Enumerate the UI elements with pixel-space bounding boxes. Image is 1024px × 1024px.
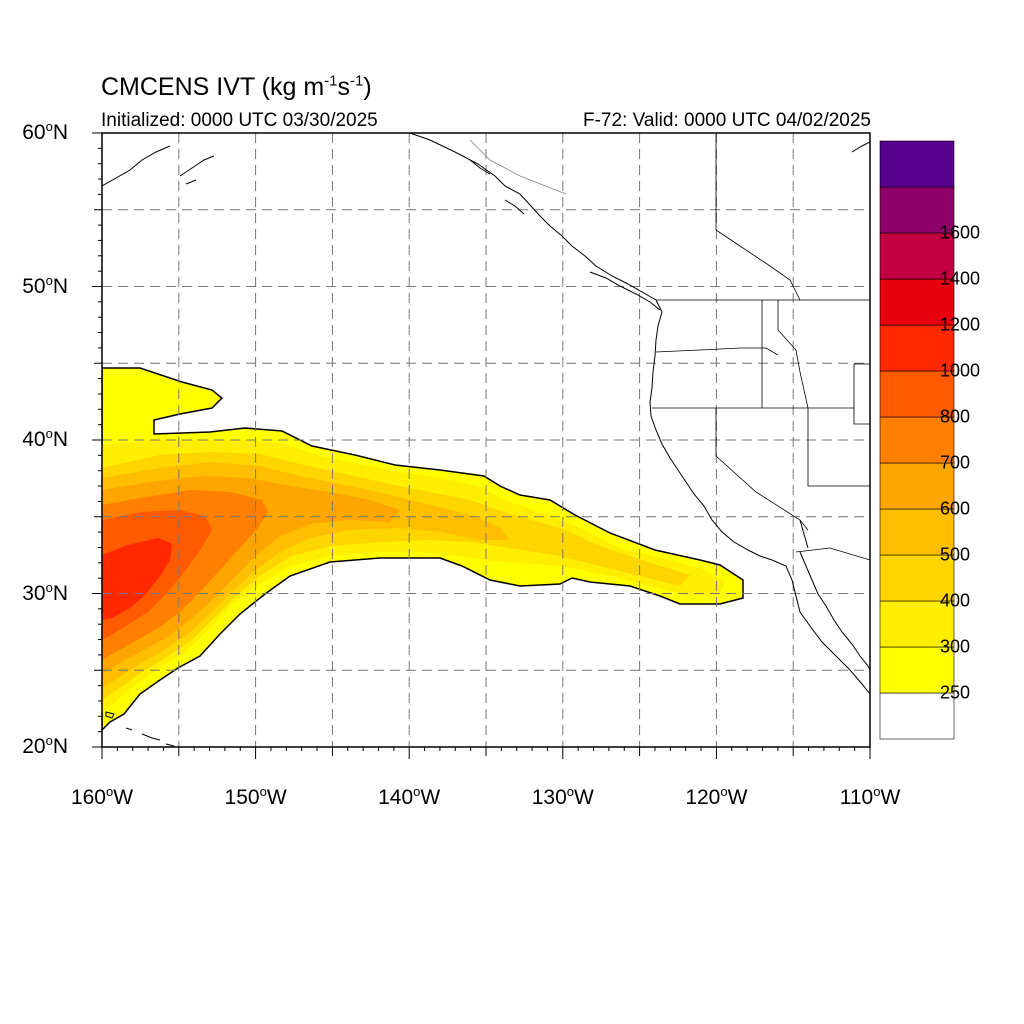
degree-symbol: o (45, 272, 53, 288)
graticule (102, 133, 870, 747)
degree-symbol: o (259, 784, 267, 799)
border-canada-us (656, 133, 870, 301)
lon-label-hemisphere: W (113, 786, 134, 809)
lat-label-value: 50 (22, 274, 46, 298)
colorbar-label: 250 (940, 682, 971, 703)
initialized-time: Initialized: 0000 UTC 03/30/2025 (101, 110, 378, 131)
border-id (761, 300, 809, 409)
lon-label-value: 120 (685, 786, 721, 809)
axis-ticks (92, 132, 871, 759)
lon-label-hemisphere: W (880, 786, 901, 809)
colorbar-label: 1400 (940, 268, 981, 289)
degree-symbol: o (720, 784, 728, 799)
border-ak-canada (715, 229, 801, 301)
valid-time: F-72: Valid: 0000 UTC 04/02/2025 (583, 110, 871, 131)
coastline-baja (799, 551, 870, 671)
colorbar-label: 800 (940, 406, 971, 427)
lon-label-value: 150 (224, 786, 260, 809)
colorbar-swatch (879, 278, 955, 326)
colorbar-swatch (879, 324, 955, 372)
coastline-bc-islands (469, 159, 661, 311)
coastline-hawaii (105, 711, 175, 747)
lon-label-hemisphere: W (574, 786, 594, 809)
colorbar-label: 1200 (940, 314, 981, 335)
degree-symbol: o (45, 733, 53, 748)
border-us-mexico (795, 547, 870, 561)
coastline-hudson (851, 141, 870, 153)
coastline-west-coast (409, 133, 870, 695)
colorbar-swatch (879, 692, 955, 740)
degree-symbol: o (105, 784, 114, 799)
lon-label-value: 110 (839, 786, 874, 809)
lon-label: 130oW (513, 784, 613, 810)
lat-label-hemisphere: N (52, 428, 68, 451)
colorbar-swatch (879, 508, 955, 556)
lon-label-value: 160 (70, 786, 106, 809)
colorbar (879, 140, 955, 740)
border-ca-nv (715, 408, 809, 531)
colorbar-swatch (879, 554, 955, 602)
degree-symbol: o (45, 579, 53, 595)
colorbar-label: 600 (940, 498, 971, 519)
colorbar-label: 700 (940, 452, 971, 473)
border-nv-ut (807, 408, 870, 487)
lat-label: 30oN (12, 579, 68, 606)
lon-label: 110oW (820, 784, 920, 810)
lat-label-hemisphere: N (52, 121, 68, 144)
lat-label-hemisphere: N (52, 274, 68, 298)
border-wa-or (655, 347, 779, 356)
degree-symbol: o (873, 784, 881, 799)
colorbar-label: 1600 (940, 222, 981, 243)
lat-label: 50oN (12, 272, 68, 299)
lat-label: 40oN (12, 426, 68, 452)
lon-label: 160oW (52, 784, 152, 810)
lat-label: 20oN (12, 733, 68, 759)
colorbar-swatch (879, 186, 955, 234)
colorbar-swatch (879, 600, 955, 648)
colorbar-label: 400 (940, 590, 971, 611)
border-alaska-bc (469, 139, 567, 195)
lon-label: 150oW (206, 784, 306, 810)
degree-symbol: o (45, 426, 53, 441)
ivt-contour-1000 (102, 538, 172, 620)
degree-symbol: o (413, 784, 421, 799)
colorbar-label: 300 (940, 636, 971, 657)
border-ut-wy (853, 363, 870, 425)
political-borders (469, 133, 870, 561)
colorbar-label: 500 (940, 544, 971, 565)
coastlines (102, 133, 870, 747)
lat-label-value: 40 (22, 428, 46, 451)
lon-label-hemisphere: W (266, 786, 287, 809)
lat-label-value: 30 (22, 581, 46, 605)
lat-label-hemisphere: N (52, 735, 68, 758)
colorbar-swatch (879, 370, 955, 418)
lon-label: 140oW (359, 784, 459, 810)
coastline-alaska (102, 145, 215, 187)
lon-label-hemisphere: W (727, 786, 748, 809)
degree-symbol: o (45, 119, 53, 134)
lon-label-value: 140 (378, 786, 414, 809)
coastline-gulf (799, 519, 809, 549)
colorbar-swatch (879, 232, 955, 280)
lat-label-value: 20 (22, 735, 46, 758)
ivt-shading (102, 367, 744, 732)
colorbar-swatch (879, 140, 955, 188)
colorbar-label: 1000 (940, 360, 981, 381)
colorbar-swatch (879, 646, 955, 694)
lon-label-hemisphere: W (420, 786, 441, 809)
lat-label: 60oN (12, 119, 68, 145)
colorbar-swatch (879, 416, 955, 464)
lon-label: 120oW (666, 784, 766, 810)
chart-title: CMCENS IVT (kg m-1s-1) (101, 72, 372, 101)
lon-label-value: 130 (531, 786, 567, 809)
lat-label-hemisphere: N (52, 581, 68, 605)
lat-label-value: 60 (22, 121, 46, 144)
degree-symbol: o (566, 784, 575, 799)
